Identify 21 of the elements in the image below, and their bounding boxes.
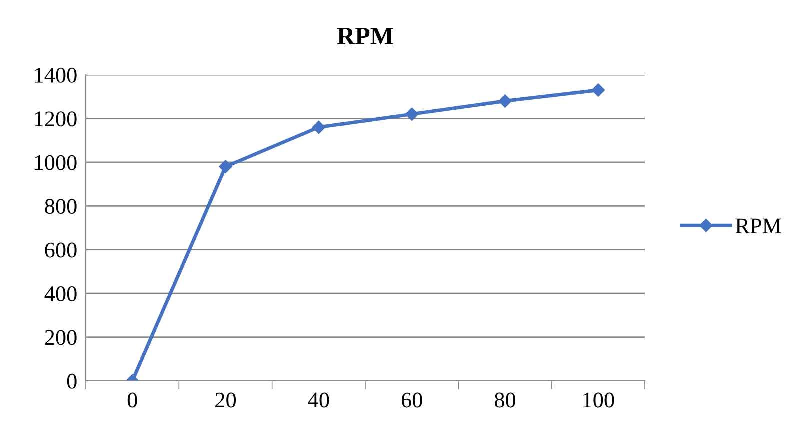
chart-title: RPM — [337, 28, 394, 44]
y-tick-label: 400 — [44, 286, 77, 302]
y-tick-label: 0 — [67, 374, 77, 389]
x-tick-label: 20 — [216, 392, 236, 408]
x-tick-label: 60 — [402, 392, 422, 408]
legend-label: RPM — [736, 218, 782, 234]
y-tick-label: 1400 — [35, 68, 77, 83]
x-tick-label: 100 — [584, 392, 614, 408]
point — [312, 120, 326, 134]
point — [219, 160, 232, 174]
y-tick-label: 200 — [45, 330, 77, 346]
y-tick-label: 600 — [45, 242, 77, 258]
x-tick-label: 0 — [128, 392, 138, 408]
point — [498, 94, 512, 108]
point — [592, 84, 606, 97]
x-tick-label: 40 — [308, 392, 330, 408]
point — [405, 108, 419, 121]
x-tick-label: 80 — [494, 392, 516, 408]
y-tick-label: 1000 — [35, 155, 77, 170]
y-tick-label: 800 — [45, 199, 77, 214]
y-tick-label: 1200 — [35, 112, 77, 127]
